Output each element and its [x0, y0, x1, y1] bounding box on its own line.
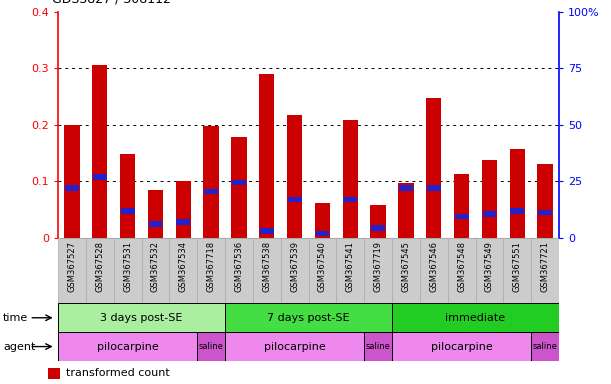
Bar — [343, 120, 358, 238]
Bar — [343, 197, 357, 202]
Text: GSM367546: GSM367546 — [430, 242, 438, 292]
Bar — [364, 332, 392, 361]
Bar — [204, 189, 218, 194]
Bar — [58, 332, 197, 361]
Text: transformed count: transformed count — [67, 368, 170, 379]
Bar — [531, 238, 559, 303]
Bar — [58, 238, 86, 303]
Text: 3 days post-SE: 3 days post-SE — [100, 313, 183, 323]
Text: GSM367534: GSM367534 — [179, 242, 188, 292]
Bar — [392, 303, 559, 332]
Text: saline: saline — [366, 342, 390, 351]
Bar — [392, 332, 531, 361]
Text: GSM367527: GSM367527 — [67, 242, 76, 292]
Bar — [142, 238, 169, 303]
Bar — [364, 238, 392, 303]
Bar — [483, 212, 496, 217]
Bar — [538, 210, 552, 215]
Text: agent: agent — [3, 341, 35, 352]
Bar — [64, 125, 79, 238]
Bar — [92, 65, 108, 238]
Text: pilocarpine: pilocarpine — [97, 341, 158, 352]
Bar — [370, 205, 386, 238]
Bar — [510, 149, 525, 238]
Bar — [177, 219, 190, 225]
Bar — [232, 180, 246, 185]
Bar — [503, 238, 531, 303]
Text: GSM367539: GSM367539 — [290, 242, 299, 292]
Bar — [454, 174, 469, 238]
Bar — [232, 137, 247, 238]
Bar — [371, 225, 385, 231]
Bar — [225, 303, 392, 332]
Bar — [203, 126, 219, 238]
Bar — [475, 238, 503, 303]
Text: 7 days post-SE: 7 days post-SE — [267, 313, 350, 323]
Bar — [316, 231, 329, 237]
Bar — [531, 332, 559, 361]
Bar — [148, 221, 163, 227]
Text: GSM367541: GSM367541 — [346, 242, 355, 292]
Bar — [482, 160, 497, 238]
Text: saline: saline — [533, 342, 558, 351]
Text: GSM367536: GSM367536 — [235, 242, 243, 293]
Bar — [337, 238, 364, 303]
Text: GSM367548: GSM367548 — [457, 242, 466, 292]
Text: pilocarpine: pilocarpine — [431, 341, 492, 352]
Bar — [148, 190, 163, 238]
Bar — [538, 164, 553, 238]
Bar — [420, 238, 448, 303]
Text: GSM367540: GSM367540 — [318, 242, 327, 292]
Text: GSM367718: GSM367718 — [207, 242, 216, 293]
Bar — [455, 214, 469, 219]
Bar — [225, 332, 364, 361]
Bar — [280, 238, 309, 303]
Bar — [58, 303, 225, 332]
Bar — [197, 332, 225, 361]
Text: GSM367531: GSM367531 — [123, 242, 132, 292]
Bar — [225, 238, 253, 303]
Bar — [114, 238, 142, 303]
Bar — [121, 208, 134, 214]
Bar — [399, 185, 413, 191]
Bar — [197, 238, 225, 303]
Bar — [120, 154, 135, 238]
Bar — [48, 369, 60, 379]
Bar — [287, 114, 302, 238]
Bar — [175, 182, 191, 238]
Bar — [93, 174, 107, 180]
Bar — [86, 238, 114, 303]
Text: GDS3827 / 308112: GDS3827 / 308112 — [52, 0, 171, 6]
Bar — [169, 238, 197, 303]
Bar — [65, 185, 79, 191]
Bar — [426, 98, 442, 238]
Bar — [510, 208, 524, 214]
Text: GSM367549: GSM367549 — [485, 242, 494, 292]
Text: immediate: immediate — [445, 313, 506, 323]
Text: saline: saline — [199, 342, 224, 351]
Bar — [315, 203, 330, 238]
Bar — [253, 238, 280, 303]
Bar — [260, 228, 274, 234]
Bar — [309, 238, 337, 303]
Text: GSM367721: GSM367721 — [541, 242, 550, 292]
Text: pilocarpine: pilocarpine — [264, 341, 326, 352]
Text: GSM367538: GSM367538 — [262, 242, 271, 293]
Text: GSM367719: GSM367719 — [374, 242, 382, 292]
Text: GSM367532: GSM367532 — [151, 242, 160, 292]
Text: GSM367528: GSM367528 — [95, 242, 104, 292]
Bar — [448, 238, 475, 303]
Bar — [259, 74, 274, 238]
Bar — [427, 185, 441, 191]
Bar — [398, 183, 414, 238]
Bar — [288, 197, 301, 202]
Text: time: time — [3, 313, 28, 323]
Text: GSM367551: GSM367551 — [513, 242, 522, 292]
Bar — [392, 238, 420, 303]
Text: GSM367545: GSM367545 — [401, 242, 411, 292]
